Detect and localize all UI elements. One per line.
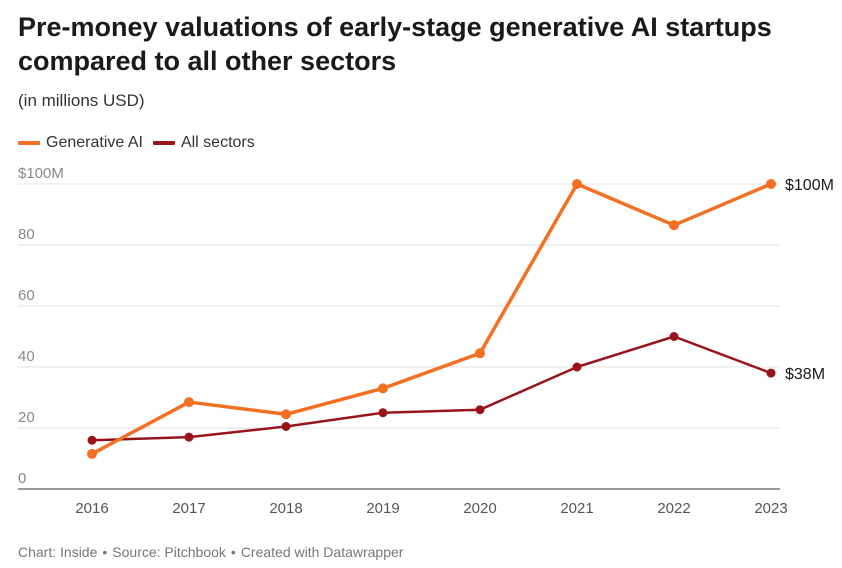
data-point-all-sectors <box>185 433 194 442</box>
y-tick-label: 0 <box>18 470 26 487</box>
x-tick-label: 2022 <box>657 500 690 517</box>
x-tick-label: 2017 <box>172 500 205 517</box>
data-point-generative-ai <box>669 220 679 230</box>
x-tick-label: 2020 <box>463 500 496 517</box>
legend-label-generative-ai: Generative AI <box>46 134 143 152</box>
legend-item-generative-ai: Generative AI <box>18 134 143 152</box>
chart-subtitle: (in millions USD) <box>18 91 145 111</box>
legend-swatch-generative-ai <box>18 141 40 145</box>
footer: Chart: Inside • Source: Pitchbook • Crea… <box>18 544 403 560</box>
legend-item-all-sectors: All sectors <box>153 134 255 152</box>
series-layer <box>87 179 776 459</box>
x-tick-label: 2018 <box>269 500 302 517</box>
data-point-generative-ai <box>281 409 291 419</box>
data-point-generative-ai <box>766 179 776 189</box>
data-point-generative-ai <box>184 397 194 407</box>
x-tick-label: 2021 <box>560 500 593 517</box>
y-tick-label: 60 <box>18 287 35 304</box>
data-point-all-sectors <box>670 332 679 341</box>
y-tick-label: 20 <box>18 409 35 426</box>
data-point-all-sectors <box>379 408 388 417</box>
footer-separator: • <box>231 544 236 560</box>
data-point-all-sectors <box>767 369 776 378</box>
x-tick-label: 2019 <box>366 500 399 517</box>
end-label-generative-ai: $100M <box>785 177 834 194</box>
legend-swatch-all-sectors <box>153 141 175 145</box>
y-tick-label: $100M <box>18 165 64 182</box>
legend: Generative AI All sectors <box>18 134 265 152</box>
data-point-generative-ai <box>572 179 582 189</box>
x-tick-label: 2023 <box>754 500 787 517</box>
footer-separator: • <box>102 544 107 560</box>
x-axis-ticks: 2016 2017 2018 2019 2020 2021 2022 2023 <box>75 500 787 517</box>
grid-layer <box>18 184 780 489</box>
data-point-generative-ai <box>87 449 97 459</box>
data-point-generative-ai <box>475 348 485 358</box>
data-point-all-sectors <box>88 436 97 445</box>
y-tick-label: 80 <box>18 226 35 243</box>
end-label-all-sectors: $38M <box>785 366 825 383</box>
footer-source: Source: Pitchbook <box>112 544 226 560</box>
data-point-all-sectors <box>573 363 582 372</box>
y-tick-label: 40 <box>18 348 35 365</box>
x-tick-label: 2016 <box>75 500 108 517</box>
legend-label-all-sectors: All sectors <box>181 134 255 152</box>
data-point-generative-ai <box>378 383 388 393</box>
chart-title: Pre-money valuations of early-stage gene… <box>18 10 838 78</box>
data-point-all-sectors <box>476 405 485 414</box>
footer-created-with: Created with Datawrapper <box>241 544 404 560</box>
y-axis-ticks: 0 20 40 60 80 $100M <box>18 165 64 487</box>
series-line-all-sectors <box>92 337 771 441</box>
end-labels: $38M $100M <box>785 177 834 383</box>
data-point-all-sectors <box>282 422 291 431</box>
footer-chart-credit: Chart: Inside <box>18 544 97 560</box>
